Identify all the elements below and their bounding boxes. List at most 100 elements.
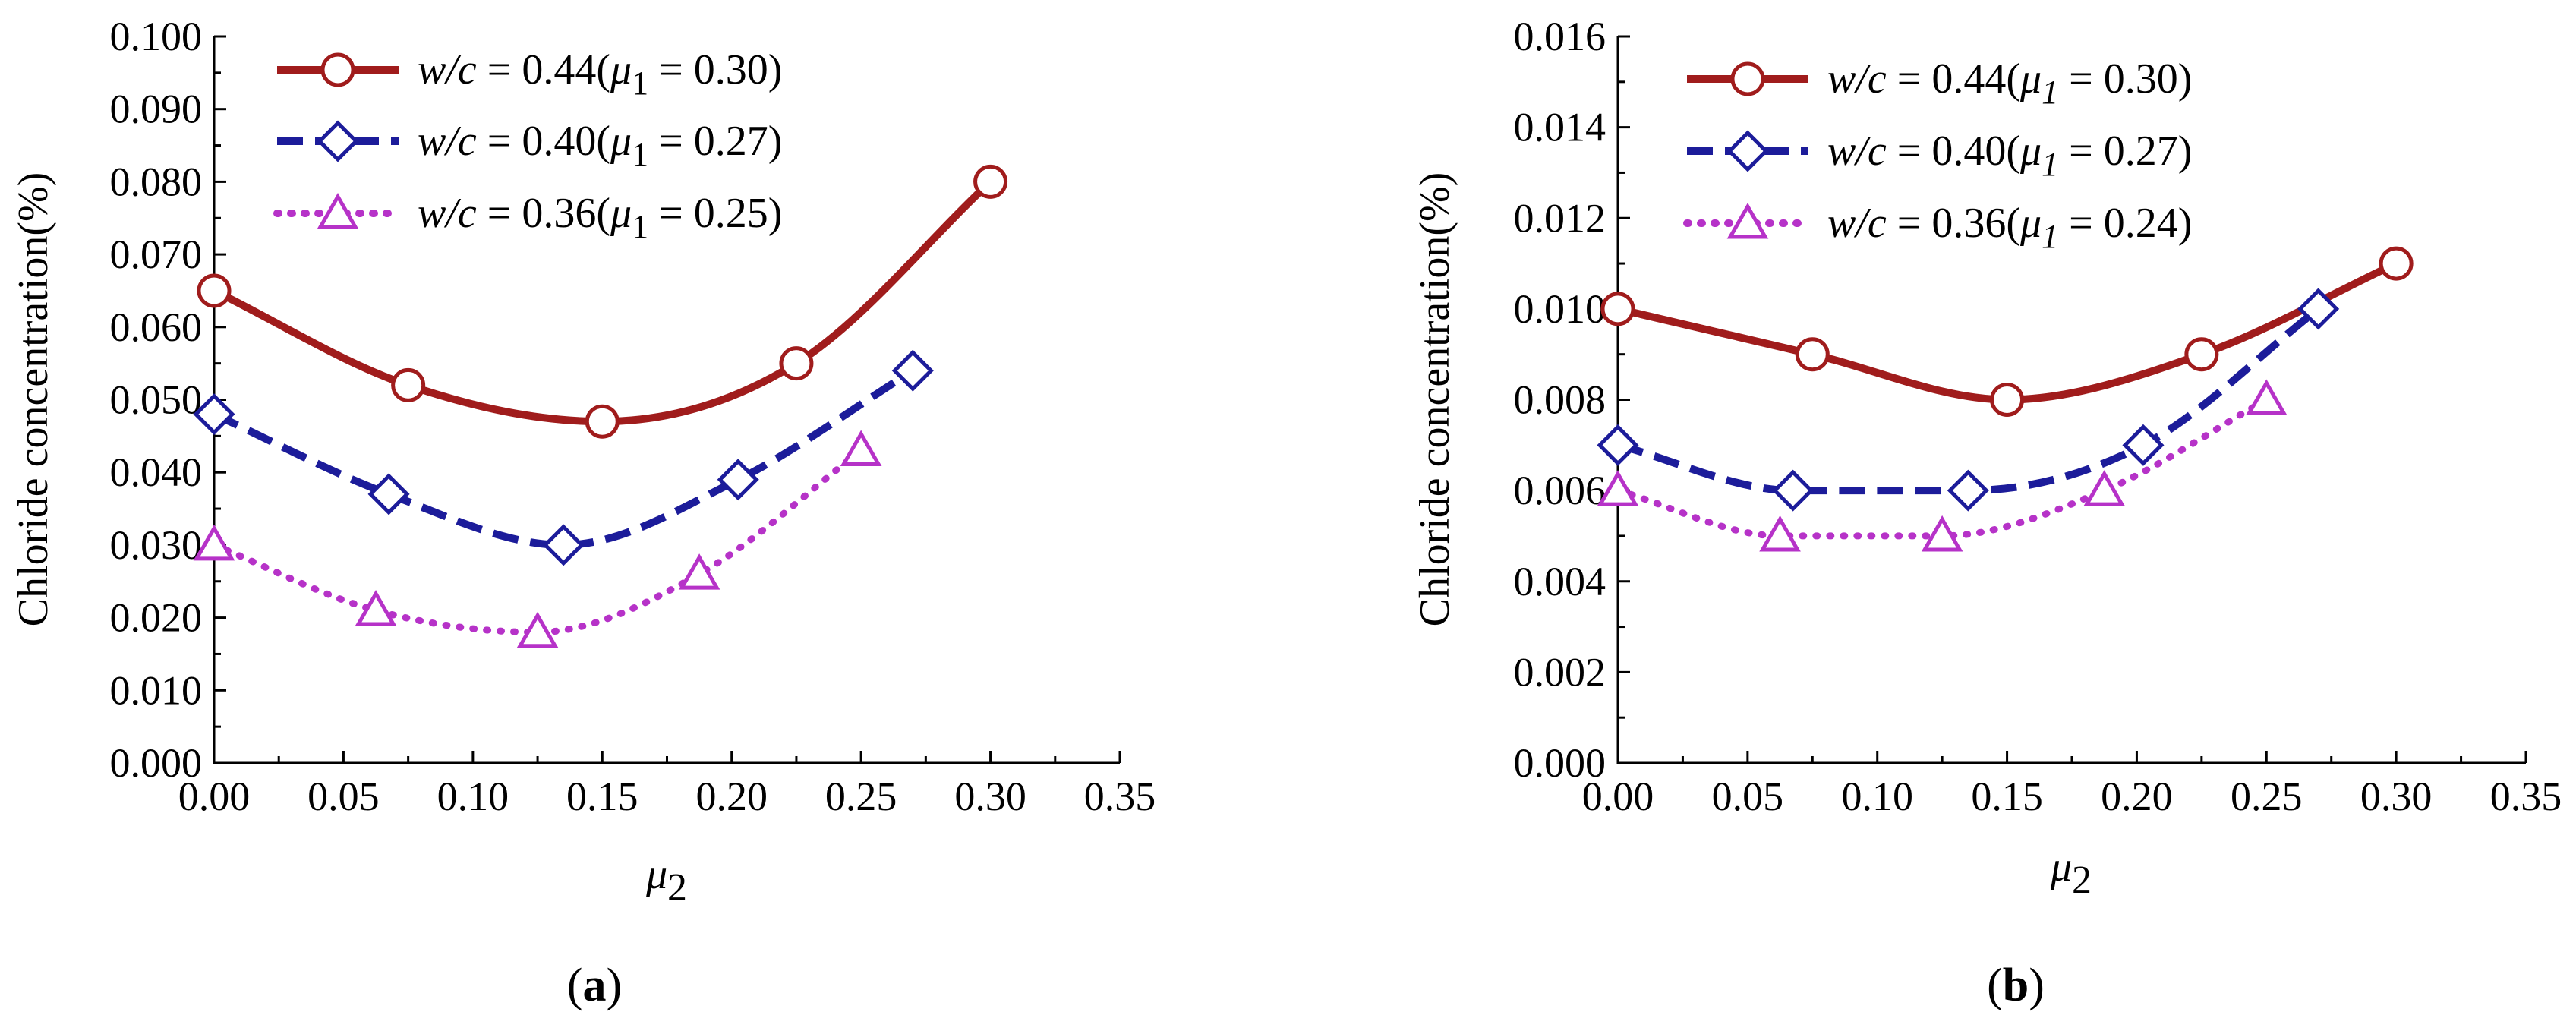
legend-marker-diamond <box>1726 130 1769 172</box>
panel-label-a: (a) <box>567 960 622 1011</box>
x-tick-label: 0.20 <box>695 774 768 819</box>
y-tick-label: 0.100 <box>110 14 203 59</box>
legend-label: w/c = 0.40(μ1 = 0.27) <box>1827 128 2192 183</box>
legend-marker-triangle <box>1726 202 1769 239</box>
y-tick-label: 0.080 <box>110 159 203 204</box>
legend-item: w/c = 0.44(μ1 = 0.30) <box>277 46 782 102</box>
x-tick-label: 0.25 <box>825 774 897 819</box>
data-point <box>542 524 585 566</box>
x-tick-label: 0.10 <box>1841 774 1913 819</box>
legend-marker-circle <box>1730 61 1765 96</box>
series-line-diamond <box>212 367 915 549</box>
legend-label: w/c = 0.36(μ1 = 0.24) <box>1827 200 2192 255</box>
x-tick-label: 0.30 <box>954 774 1026 819</box>
y-tick-label: 0.008 <box>1514 377 1606 423</box>
data-point <box>2297 288 2340 330</box>
y-tick-label: 0.012 <box>1514 195 1606 241</box>
data-point <box>1772 469 1815 512</box>
data-point <box>1597 470 1639 506</box>
data-point <box>585 404 620 439</box>
series-line-circle <box>1616 260 2398 404</box>
legend-item: w/c = 0.40(μ1 = 0.27) <box>277 118 782 173</box>
data-point <box>193 393 235 436</box>
legend-marker-diamond <box>317 120 359 162</box>
data-point <box>2122 424 2165 466</box>
chart-panel-a: 0.000 0.010 0.020 0.030 0.040 0.050 0.060 0.070… <box>10 14 1156 1011</box>
x-tick-label: 0.35 <box>1084 774 1156 819</box>
legend-item: w/c = 0.36(μ1 = 0.24) <box>1683 200 2192 255</box>
axis-ticks: 0.000 0.002 0.004 0.006 0.008 0.010 0.012 0.014… <box>1514 14 2562 819</box>
y-tick-label: 0.050 <box>110 377 203 423</box>
panel-label-b: (b) <box>1987 960 2045 1011</box>
data-point <box>779 346 814 381</box>
data-point <box>391 367 426 402</box>
legend-item: w/c = 0.40(μ1 = 0.27) <box>1687 128 2192 183</box>
data-point <box>891 349 934 392</box>
y-tick-label: 0.000 <box>110 740 203 786</box>
data-point <box>1759 515 1801 552</box>
axis-ticks: 0.000 0.010 0.020 0.030 0.040 0.050 0.060 0.070… <box>110 14 1156 819</box>
data-point <box>193 524 235 561</box>
y-tick-label: 0.016 <box>1514 14 1606 59</box>
x-axis-title: μ2 <box>645 851 687 909</box>
x-tick-label: 0.20 <box>2101 774 2173 819</box>
y-tick-label: 0.000 <box>1514 740 1606 786</box>
y-axis-title: Chloride concentration(%) <box>10 172 57 627</box>
chart-panel-b: 0.000 0.002 0.004 0.006 0.008 0.010 0.012 0.014… <box>1411 14 2562 1011</box>
y-tick-label: 0.014 <box>1514 105 1606 150</box>
data-point <box>717 459 759 501</box>
legend-item: w/c = 0.44(μ1 = 0.30) <box>1687 55 2192 111</box>
x-tick-label: 0.10 <box>437 774 509 819</box>
y-tick-label: 0.060 <box>110 304 203 350</box>
y-tick-label: 0.030 <box>110 522 203 568</box>
data-point <box>1990 383 2025 417</box>
data-point <box>1795 337 1830 372</box>
x-tick-label: 0.05 <box>307 774 380 819</box>
y-tick-label: 0.090 <box>110 87 203 132</box>
x-tick-label: 0.15 <box>566 774 638 819</box>
x-tick-label: 0.00 <box>178 774 251 819</box>
data-point <box>2245 379 2288 415</box>
data-point <box>516 611 559 648</box>
legend-label: w/c = 0.40(μ1 = 0.27) <box>418 118 782 173</box>
data-point <box>2184 337 2219 372</box>
legend: w/c = 0.44(μ1 = 0.30) w/c = 0.40(μ1 = 0.… <box>273 46 782 245</box>
legend-label: w/c = 0.36(μ1 = 0.25) <box>418 190 782 245</box>
y-tick-label: 0.004 <box>1514 559 1606 604</box>
y-tick-label: 0.010 <box>1514 286 1606 332</box>
y-tick-label: 0.020 <box>110 595 203 641</box>
data-point <box>197 273 232 308</box>
x-tick-label: 0.00 <box>1582 774 1654 819</box>
data-point <box>367 473 410 515</box>
x-axis-title: μ2 <box>2050 843 2092 902</box>
series-layer <box>1597 246 2414 552</box>
data-point <box>678 553 720 590</box>
y-axis-title: Chloride concentration(%) <box>1411 172 1458 627</box>
x-tick-label: 0.25 <box>2231 774 2303 819</box>
legend-label: w/c = 0.44(μ1 = 0.30) <box>1827 55 2192 111</box>
series-layer <box>193 164 1008 648</box>
legend-item: w/c = 0.36(μ1 = 0.25) <box>273 190 782 245</box>
y-tick-label: 0.010 <box>110 667 203 713</box>
y-tick-label: 0.040 <box>110 449 203 495</box>
legend-marker-triangle <box>317 192 359 229</box>
data-point <box>1921 515 1963 552</box>
data-point <box>355 590 397 626</box>
x-tick-label: 0.30 <box>2360 774 2433 819</box>
data-point <box>1597 424 1639 466</box>
data-point <box>840 430 882 466</box>
x-tick-label: 0.15 <box>1971 774 2043 819</box>
legend-label: w/c = 0.44(μ1 = 0.30) <box>418 46 782 102</box>
y-tick-label: 0.006 <box>1514 468 1606 513</box>
data-point <box>2379 246 2414 281</box>
data-point <box>973 164 1008 199</box>
legend-marker-circle <box>320 52 355 87</box>
y-tick-label: 0.070 <box>110 232 203 277</box>
y-tick-label: 0.002 <box>1514 649 1606 695</box>
data-point <box>1600 292 1635 326</box>
x-tick-label: 0.35 <box>2490 774 2562 819</box>
legend: w/c = 0.44(μ1 = 0.30) w/c = 0.40(μ1 = 0.… <box>1683 55 2192 255</box>
data-point <box>2083 470 2126 506</box>
x-tick-label: 0.05 <box>1712 774 1784 819</box>
